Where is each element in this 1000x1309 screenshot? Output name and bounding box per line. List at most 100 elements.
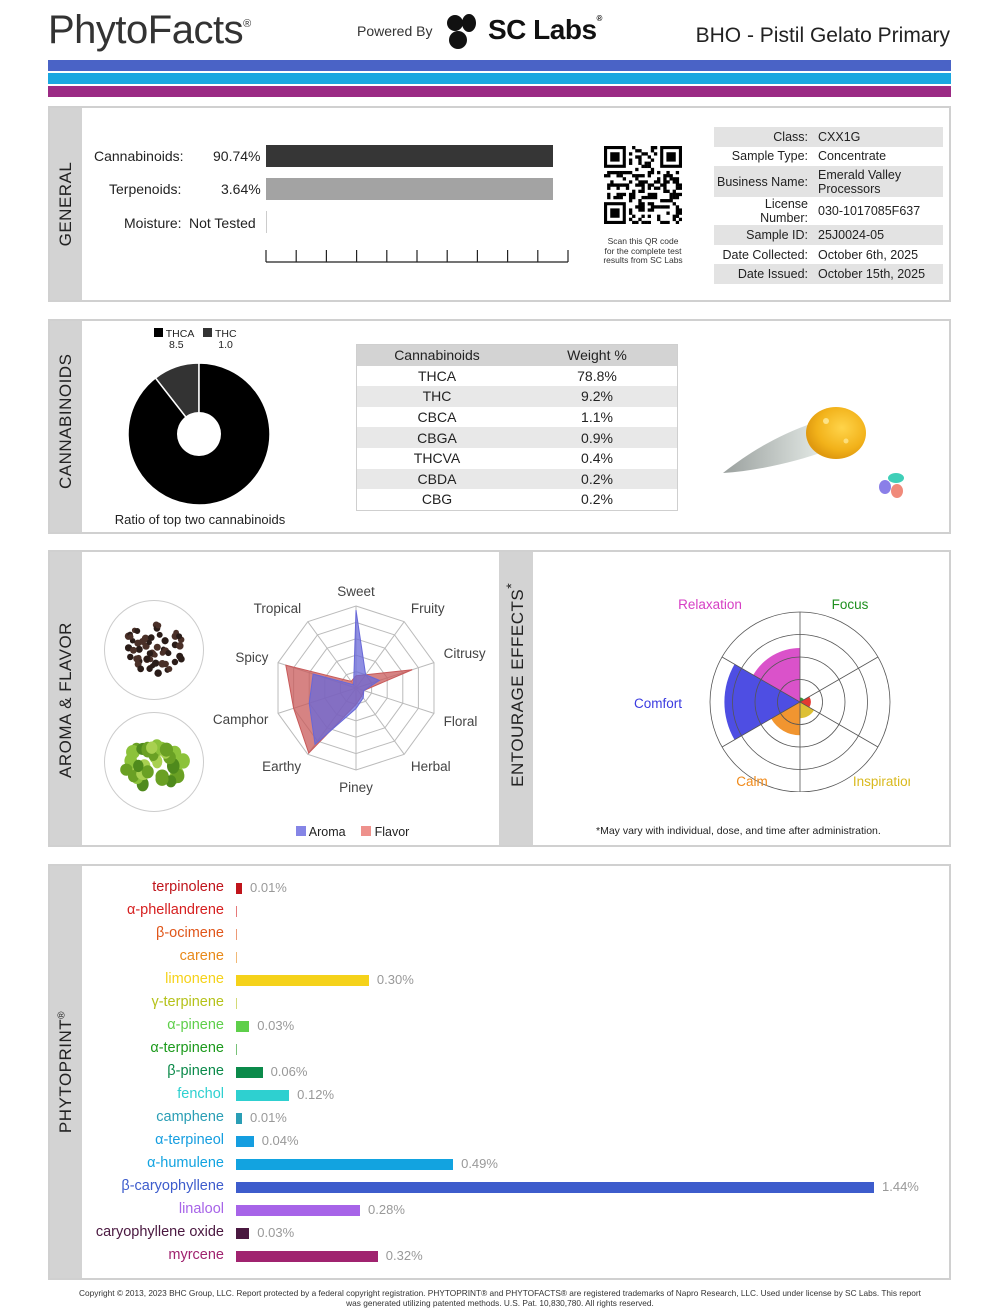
logo-text: PhytoFacts: [48, 8, 244, 52]
info-row-sample-id: Sample ID: 25J0024-05: [714, 225, 943, 245]
legend-label-flavor: Flavor: [374, 825, 410, 839]
info-value: Emerald Valley Processors: [818, 167, 902, 196]
entourage-note: *May vary with individual, dose, and tim…: [596, 825, 881, 837]
terpene-value: 0.03%: [257, 1018, 295, 1033]
legend-swatch-aroma: [296, 826, 306, 836]
info-row-sample-type: Sample Type: Concentrate: [714, 147, 943, 167]
terpene-name: α-humulene: [147, 1155, 224, 1171]
table-row: THCVA 0.4%: [357, 448, 677, 469]
terpene-name: fenchol: [177, 1086, 224, 1102]
column-header: Weight %: [567, 347, 627, 364]
radar-axis-label: Camphor: [213, 712, 269, 727]
terpene-name: γ-terpinene: [151, 994, 224, 1010]
radar-axis-label: Piney: [339, 780, 373, 795]
qr-caption: Scan this QR code for the complete test …: [586, 236, 700, 266]
terpene-name: β-pinene: [167, 1063, 224, 1079]
cannabinoids-value: 90.74%: [213, 148, 261, 164]
effect-sector: [753, 648, 800, 702]
info-value: October 6th, 2025: [818, 247, 919, 262]
product-name: BHO - Pistil Gelato Primary: [695, 24, 950, 47]
cannabinoid-name: CBCA: [417, 409, 457, 426]
footer-line: was generated utilizing patented methods…: [346, 1298, 654, 1308]
qr-caption-line: for the complete test: [604, 245, 682, 256]
terpene-value: 0.03%: [257, 1225, 295, 1240]
cannabinoids-section-label: CANNABINOIDS: [56, 353, 75, 489]
cannabinoid-weight: 0.9%: [581, 429, 613, 446]
header-stripe-purple: [48, 86, 951, 97]
radar-axis-label: Spicy: [235, 650, 268, 665]
qr-caption-line: results from SC Labs: [603, 255, 683, 265]
info-value: 030-1017085F637: [818, 204, 921, 219]
info-value: October 15th, 2025: [818, 267, 926, 282]
qr-code-icon[interactable]: [604, 146, 682, 224]
cannabinoid-name: THCA: [417, 367, 457, 384]
general-section-label: GENERAL: [56, 161, 75, 247]
terpene-bar: [236, 1205, 361, 1216]
cannabinoids-sidetab: CANNABINOIDS: [50, 321, 82, 532]
moisture-value: Not Tested: [189, 215, 256, 231]
radar-axis-label: Sweet: [337, 584, 375, 599]
terpene-name: β-ocimene: [156, 925, 224, 941]
cannabinoid-name: THC: [422, 388, 452, 405]
radar-legend: Aroma Flavor: [296, 825, 409, 839]
cannabinoid-weight: 9.2%: [581, 388, 613, 405]
phytoprint-section-label: PHYTOPRINT®: [56, 1004, 76, 1140]
cannabinoid-weight: 0.2%: [581, 470, 613, 487]
info-key: Date Collected:: [722, 247, 808, 262]
info-value: Concentrate: [818, 149, 887, 164]
terpene-bar: [236, 998, 237, 1009]
entourage-sidetab: ENTOURAGE EFFECTS*: [499, 552, 533, 845]
footer-line: Copyright © 2013, 2023 BHC Group, LLC. R…: [79, 1288, 921, 1298]
cannabinoid-weight: 0.4%: [581, 450, 613, 467]
legend-value: 8.5: [169, 339, 184, 351]
aroma-section-label: AROMA & FLAVOR: [56, 622, 75, 778]
legend-value: 1.0: [218, 339, 233, 351]
terpene-bar: [236, 975, 369, 986]
cannabinoid-weight: 0.2%: [581, 491, 613, 508]
table-row: CBDA 0.2%: [357, 468, 677, 490]
phytoprint-section-mark: ®: [56, 1010, 68, 1019]
general-scale-axis: [265, 250, 569, 263]
effect-sector: [800, 696, 811, 708]
terpene-value: 0.04%: [261, 1133, 299, 1148]
table-header-row: Cannabinoids Weight %: [357, 345, 677, 366]
terpene-bar: [236, 929, 237, 940]
legend-item-thca: THCA 8.5: [154, 328, 194, 351]
effect-sector: [724, 664, 800, 740]
info-value: CXX1G: [818, 129, 861, 144]
terpene-name: caryophyllene oxide: [95, 1224, 224, 1240]
phytoprint-sidetab: PHYTOPRINT®: [50, 866, 82, 1278]
radar-axis-label: Herbal: [411, 759, 451, 774]
general-panel: GENERAL Cannabinoids: 90.74% Terpenoids:…: [48, 106, 951, 302]
terpene-name: α-pinene: [167, 1017, 224, 1033]
terpene-name: α-terpinene: [150, 1040, 224, 1056]
terpene-bar: [236, 1067, 263, 1078]
terpenoids-bar: [266, 178, 553, 200]
legend-swatch: [203, 328, 213, 337]
effect-label: Comfort: [634, 696, 682, 711]
legend-swatch: [154, 328, 163, 337]
copyright-footer: Copyright © 2013, 2023 BHC Group, LLC. R…: [0, 1288, 1000, 1308]
info-key: Sample Type:: [731, 149, 808, 164]
cannabinoid-name: CBGA: [417, 429, 457, 446]
legend-swatch-flavor: [361, 826, 372, 836]
terpene-value: 0.49%: [461, 1156, 498, 1171]
lab-name-text: SC Labs: [488, 14, 597, 45]
terpene-bar: [236, 906, 237, 917]
effect-label: Focus: [832, 597, 869, 612]
effect-sector: [800, 697, 804, 702]
phytoprint-section-text: PHYTOPRINT: [56, 1018, 75, 1134]
effect-label: Relaxation: [678, 597, 742, 612]
table-row: CBCA 1.1%: [357, 407, 677, 428]
aroma-polygon: [308, 610, 381, 746]
radar-axis-label: Citrusy: [444, 646, 486, 661]
entourage-effects-chart: RelaxationFocusEnergyInspirationCalmComf…: [634, 597, 910, 792]
terpene-name: limonene: [165, 971, 224, 987]
terpene-bar: [236, 952, 237, 963]
terpene-value: 0.28%: [368, 1202, 405, 1217]
terpene-name: carene: [179, 948, 224, 964]
pie-legend: THCA 8.5 THC 1.0: [154, 328, 237, 351]
terpene-bar: [236, 1228, 250, 1239]
table-row: THC 9.2%: [357, 386, 677, 407]
pie-hole: [177, 412, 221, 456]
